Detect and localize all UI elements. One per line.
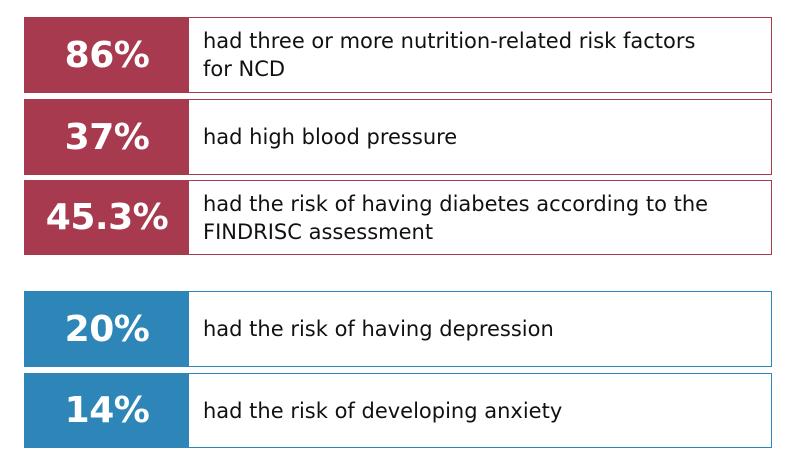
stat-row-anxiety: 14% had the risk of developing anxiety	[24, 373, 772, 448]
stat-description-line: had the risk of developing anxiety	[203, 398, 563, 423]
stat-description-line: had the risk of having diabetes accordin…	[203, 191, 709, 216]
stat-description-line: had the risk of having depression	[203, 317, 554, 341]
stat-row-blood-pressure: 37% had high blood pressure	[24, 99, 772, 175]
stat-value: 37%	[25, 100, 189, 174]
stat-row-ncd-risk: 86% had three or more nutrition-related …	[24, 17, 772, 93]
stat-value: 14%	[25, 374, 189, 447]
stat-description-line: for NCD	[203, 57, 286, 81]
stat-description: had the risk of developing anxiety	[189, 374, 771, 447]
stat-value: 45.3%	[25, 181, 189, 254]
stat-description-line: FINDRISC assessment	[203, 219, 434, 244]
stat-row-diabetes: 45.3% had the risk of having diabetes ac…	[24, 180, 772, 255]
stat-description-line: had three or more nutrition-related risk…	[203, 29, 696, 53]
stat-description: had three or more nutrition-related risk…	[189, 18, 771, 92]
stat-description: had high blood pressure	[189, 100, 771, 174]
stat-description: had the risk of having depression	[189, 292, 771, 366]
stat-description-line: had high blood pressure	[203, 125, 458, 149]
stat-row-depression: 20% had the risk of having depression	[24, 291, 772, 367]
stat-description: had the risk of having diabetes accordin…	[189, 181, 771, 254]
stat-value: 20%	[25, 292, 189, 366]
stat-value: 86%	[25, 18, 189, 92]
